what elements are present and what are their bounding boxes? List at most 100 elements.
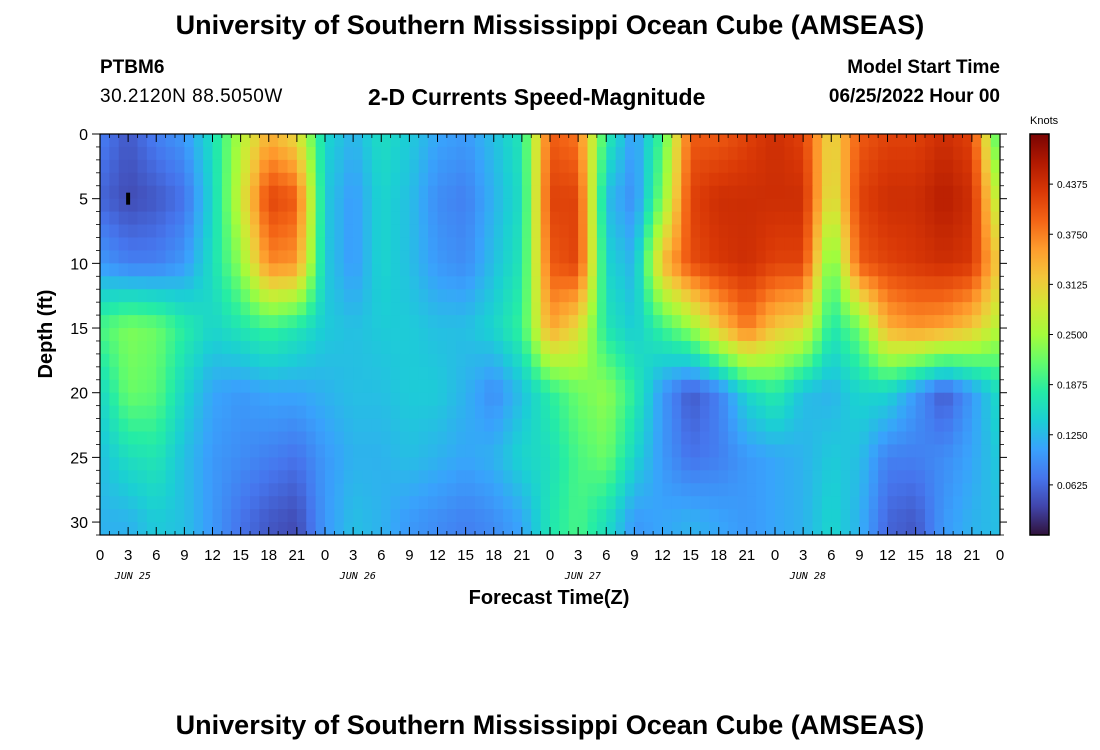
heatmap-cell (662, 392, 673, 407)
y-tick-label: 10 (70, 256, 88, 273)
heatmap-cell (353, 418, 364, 433)
heatmap-cell (446, 392, 457, 407)
heatmap-cell (268, 418, 279, 433)
heatmap-cell (765, 470, 776, 484)
heatmap-cell (165, 159, 176, 174)
heatmap-cell (587, 237, 598, 252)
heatmap-cell (287, 211, 298, 226)
heatmap-cell (812, 418, 823, 433)
heatmap-cell (250, 250, 260, 264)
heatmap-cell (756, 134, 767, 148)
heatmap-cell (803, 418, 814, 433)
heatmap-cell (371, 315, 382, 329)
heatmap-cell (212, 522, 223, 535)
heatmap-cell (409, 237, 420, 252)
heatmap-cell (296, 134, 307, 148)
heatmap-cell (175, 509, 185, 523)
heatmap-cell (868, 496, 879, 510)
heatmap-cell (615, 328, 626, 342)
heatmap-cell (390, 185, 401, 200)
heatmap-cell (531, 237, 542, 252)
heatmap-cell (981, 172, 992, 187)
heatmap-cell (934, 302, 945, 316)
heatmap-cell (671, 289, 682, 303)
heatmap-cell (812, 353, 823, 368)
heatmap-cell (278, 392, 289, 407)
heatmap-cell (671, 134, 682, 148)
heatmap-cell (521, 237, 532, 252)
heatmap-cell (812, 250, 823, 264)
heatmap-cell (568, 405, 579, 420)
heatmap-cell (231, 431, 242, 446)
heatmap-cell (437, 134, 448, 148)
heatmap-cell (662, 328, 673, 342)
heatmap-cell (306, 159, 317, 174)
heatmap-cell (250, 185, 260, 200)
heatmap-cell (587, 211, 598, 226)
heatmap-cell (362, 379, 373, 394)
heatmap-cell (709, 522, 720, 535)
heatmap-cell (250, 159, 260, 174)
heatmap-cell (456, 185, 467, 200)
heatmap-cell (212, 418, 223, 433)
heatmap-cell (550, 353, 560, 368)
heatmap-cell (221, 405, 232, 420)
heatmap-cell (606, 522, 617, 535)
heatmap-cell (925, 366, 935, 381)
heatmap-cell (906, 522, 917, 535)
heatmap-cell (240, 185, 251, 200)
heatmap-cell (325, 418, 335, 433)
heatmap-cell (334, 340, 345, 355)
heatmap-cell (400, 366, 410, 381)
heatmap-cell (840, 353, 851, 368)
heatmap-cell (625, 250, 635, 264)
heatmap-cell (446, 289, 457, 303)
heatmap-cell (578, 379, 589, 394)
heatmap-cell (231, 146, 242, 161)
heatmap-cell (896, 289, 907, 303)
heatmap-cell (540, 328, 551, 342)
heatmap-cell (737, 263, 748, 277)
heatmap-cell (437, 431, 448, 446)
heatmap-cell (390, 250, 401, 264)
heatmap-cell (943, 237, 954, 252)
heatmap-cell (418, 237, 429, 252)
heatmap-cell (915, 522, 926, 535)
heatmap-cell (165, 198, 176, 213)
heatmap-cell (690, 457, 701, 471)
heatmap-cell (184, 392, 195, 407)
heatmap-cell (990, 418, 1000, 433)
heatmap-cell (981, 340, 992, 355)
heatmap-cell (578, 263, 589, 277)
heatmap-cell (643, 328, 654, 342)
heatmap-cell (775, 211, 785, 226)
heatmap-cell (390, 276, 401, 290)
heatmap-cell (587, 405, 598, 420)
heatmap-cell (746, 289, 757, 303)
heatmap-cell (109, 315, 120, 329)
heatmap-cell (156, 237, 167, 252)
heatmap-cell (662, 250, 673, 264)
heatmap-cell (287, 172, 298, 187)
heatmap-cell (306, 496, 317, 510)
colorbar-tick-label: 0.4375 (1057, 180, 1088, 191)
heatmap-cell (615, 483, 626, 497)
heatmap-cell (737, 289, 748, 303)
heatmap-cell (596, 522, 607, 535)
heatmap-cell (615, 522, 626, 535)
heatmap-cell (118, 353, 129, 368)
heatmap-cell (390, 198, 401, 213)
heatmap-cell (765, 392, 776, 407)
heatmap-cell (184, 302, 195, 316)
heatmap-cell (915, 289, 926, 303)
heatmap-cell (362, 496, 373, 510)
heatmap-cell (690, 405, 701, 420)
heatmap-cell (915, 340, 926, 355)
heatmap-cell (990, 134, 1000, 148)
heatmap-cell (118, 366, 129, 381)
heatmap-cell (475, 134, 485, 148)
heatmap-cell (587, 379, 598, 394)
heatmap-cell (418, 405, 429, 420)
heatmap-cell (146, 392, 157, 407)
heatmap-cell (221, 250, 232, 264)
